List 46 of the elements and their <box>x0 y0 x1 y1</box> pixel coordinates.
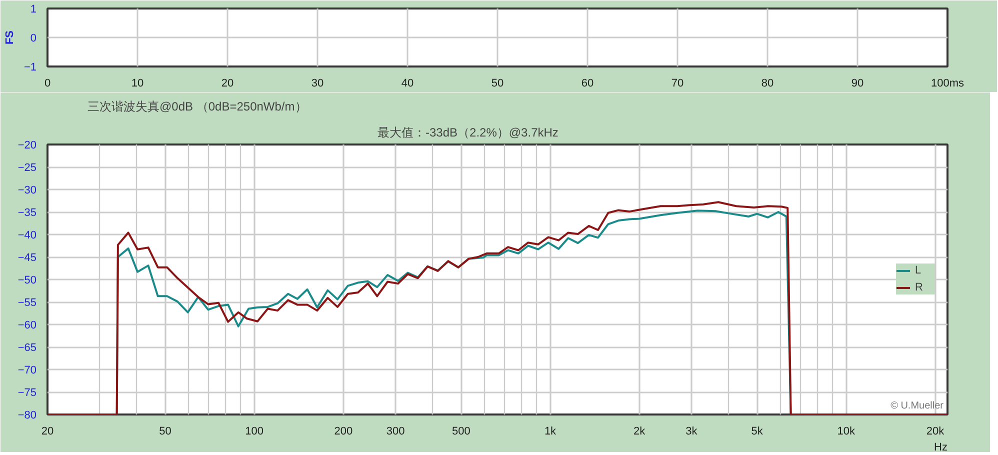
x-axis-title: Hz <box>934 442 948 454</box>
x-tick-label: 90 <box>851 78 864 90</box>
x-tick-label: 30 <box>311 78 324 90</box>
x-tick-label: 50 <box>491 78 504 90</box>
y-tick-label: −70 <box>18 364 37 376</box>
y-tick-label: −50 <box>18 274 37 286</box>
x-tick-label: 60 <box>581 78 594 90</box>
x-tick-label: 80 <box>761 78 774 90</box>
x-tick-label: 50 <box>159 426 172 438</box>
x-tick-label: 20 <box>221 78 234 90</box>
x-tick-label: 300 <box>386 426 405 438</box>
y-tick-label: −25 <box>18 162 37 174</box>
y-tick-label: −20 <box>18 140 37 152</box>
x-tick-label: 40 <box>401 78 414 90</box>
x-tick-label: 5k <box>751 426 764 438</box>
x-tick-label: 1k <box>544 426 557 438</box>
x-tick-label: 500 <box>452 426 470 438</box>
y-axis-title: FS <box>4 30 16 45</box>
y-tick-label: −35 <box>18 207 37 219</box>
y-tick-label: 1 <box>30 4 37 16</box>
y-tick-label: −45 <box>18 252 37 264</box>
legend-label: L <box>915 264 922 276</box>
y-tick-label: −75 <box>18 387 37 399</box>
y-tick-label: −60 <box>18 320 37 332</box>
x-tick-label: 20k <box>926 426 945 438</box>
x-tick-label: 2k <box>634 426 646 438</box>
y-tick-label: −40 <box>18 230 37 242</box>
x-tick-label: 0 <box>44 78 51 90</box>
y-tick-label: −80 <box>18 410 37 422</box>
x-tick-label: 20 <box>41 426 54 438</box>
legend-label: R <box>915 282 924 294</box>
y-tick-label: 0 <box>30 32 37 44</box>
x-tick-label: 10 <box>131 78 144 90</box>
text: 最大值：-33dB（2.2%）@3.7kHz <box>378 126 558 140</box>
x-tick-label: 70 <box>671 78 684 90</box>
y-tick-label: −55 <box>18 297 37 309</box>
annotation: © U.Mueller <box>890 400 944 412</box>
y-tick-label: −65 <box>18 342 37 354</box>
x-tick-label: 100 <box>245 426 264 438</box>
x-tick-label: 100ms <box>930 78 965 90</box>
x-tick-label: 3k <box>686 426 698 438</box>
chart-title: 三次谐波失真@0dB （0dB=250nWb/m） <box>88 100 307 114</box>
y-tick-label: −30 <box>18 184 37 196</box>
x-tick-label: 10k <box>837 426 856 438</box>
x-tick-label: 200 <box>334 426 353 438</box>
y-tick-label: −1 <box>24 62 37 74</box>
